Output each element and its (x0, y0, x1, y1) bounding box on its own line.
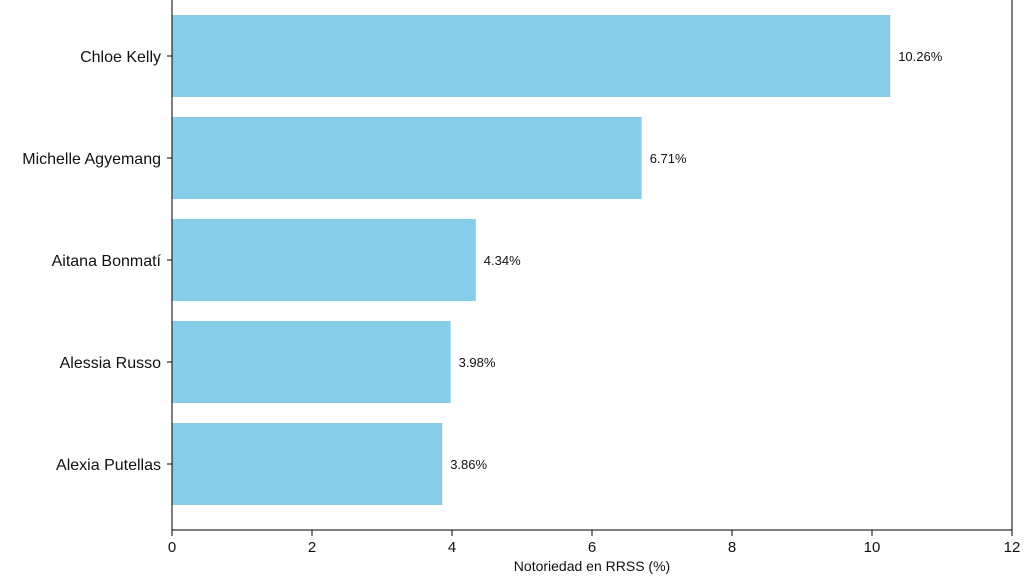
bar (172, 219, 476, 301)
bars (172, 15, 891, 505)
data-label: 4.34% (484, 253, 521, 268)
category-label: Chloe Kelly (80, 49, 161, 66)
category-label: Alessia Russo (60, 355, 161, 372)
category-label: Michelle Agyemang (22, 151, 161, 168)
x-tick-label: 6 (588, 539, 596, 556)
x-tick-label: 0 (168, 539, 176, 556)
bar (172, 321, 451, 403)
category-labels: Chloe Kelly Michelle Agyemang Aitana Bonma… (22, 49, 172, 474)
x-tick-label: 8 (728, 539, 736, 556)
data-label: 3.98% (459, 355, 496, 370)
category-label: Alexia Putellas (56, 457, 161, 474)
data-label: 6.71% (650, 151, 687, 166)
data-label: 10.26% (898, 49, 943, 64)
data-labels: 10.26% 6.71% 4.34% 3.98% 3.86% (450, 49, 943, 472)
bar (172, 15, 891, 97)
x-ticks: 0 2 4 6 8 10 12 (168, 530, 1021, 556)
x-tick-label: 12 (1004, 539, 1021, 556)
bar (172, 423, 443, 505)
data-label: 3.86% (450, 457, 487, 472)
category-label: Aitana Bonmatí (52, 253, 162, 270)
x-tick-label: 10 (864, 539, 881, 556)
bar (172, 117, 642, 199)
x-tick-label: 4 (448, 539, 456, 556)
x-axis-title: Notoriedad en RRSS (%) (514, 558, 670, 574)
x-tick-label: 2 (308, 539, 316, 556)
